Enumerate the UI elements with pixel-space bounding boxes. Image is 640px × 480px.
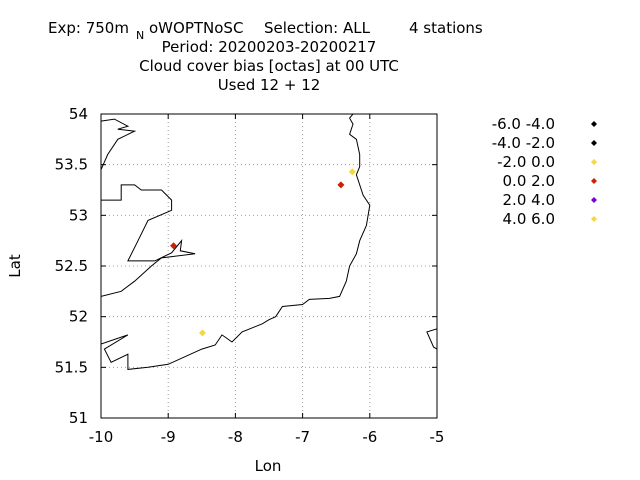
legend-marker bbox=[591, 197, 597, 203]
data-point bbox=[349, 168, 356, 175]
x-axis-label: Lon bbox=[255, 457, 282, 475]
title-variable: Cloud cover bias [octas] at 00 UTC bbox=[139, 57, 399, 75]
coastline-segment bbox=[101, 185, 195, 297]
y-tick-label: 52 bbox=[69, 308, 88, 326]
coastline-segment bbox=[101, 114, 370, 369]
y-tick-label: 51.5 bbox=[55, 358, 88, 376]
coastline bbox=[101, 114, 437, 369]
title-stations: 4 stations bbox=[409, 19, 483, 37]
y-tick-label: 53 bbox=[69, 206, 88, 224]
x-tick-label: -9 bbox=[161, 428, 176, 446]
legend: -6.0 -4.0-4.0 -2.0-2.0 0.00.0 2.02.0 4.0… bbox=[492, 115, 597, 228]
y-axis-label: Lat bbox=[6, 254, 24, 278]
x-tick-label: -5 bbox=[430, 428, 445, 446]
data-point bbox=[337, 181, 344, 188]
title-exp-subscript: N bbox=[136, 29, 144, 42]
legend-label: -6.0 -4.0 bbox=[492, 115, 555, 133]
x-tick-label: -8 bbox=[228, 428, 243, 446]
title-period: Period: 20200203-20200217 bbox=[162, 38, 377, 56]
legend-label: -2.0 0.0 bbox=[497, 153, 555, 171]
y-tick-label: 53.5 bbox=[55, 156, 88, 174]
legend-marker bbox=[591, 216, 597, 222]
legend-label: 4.0 6.0 bbox=[503, 210, 555, 228]
legend-label: 0.0 2.0 bbox=[503, 172, 555, 190]
chart-title: Exp: 750m N oWOPTNoSC Selection: ALL 4 s… bbox=[48, 19, 483, 94]
legend-label: -4.0 -2.0 bbox=[492, 134, 555, 152]
data-points bbox=[170, 168, 356, 336]
x-tick-label: -7 bbox=[295, 428, 310, 446]
y-tick-label: 54 bbox=[69, 105, 88, 123]
title-used: Used 12 + 12 bbox=[218, 76, 321, 94]
data-point bbox=[199, 329, 206, 336]
legend-label: 2.0 4.0 bbox=[503, 191, 555, 209]
title-exp-suffix: oWOPTNoSC bbox=[149, 19, 243, 37]
title-selection: Selection: ALL bbox=[264, 19, 371, 37]
x-tick-label: -6 bbox=[362, 428, 377, 446]
legend-marker bbox=[591, 159, 597, 165]
x-tick-label: -10 bbox=[89, 428, 114, 446]
y-tick-label: 52.5 bbox=[55, 257, 88, 275]
title-exp-prefix: Exp: 750m bbox=[48, 19, 129, 37]
legend-marker bbox=[591, 178, 597, 184]
legend-marker bbox=[591, 121, 597, 127]
y-tick-label: 51 bbox=[69, 409, 88, 427]
coastline-segment bbox=[427, 329, 437, 349]
axis-ticks: -10 -9 -8 -7 -6 -5 51 51.5 52 52.5 53 53.5 54 bbox=[55, 105, 445, 446]
coastline-segment bbox=[101, 119, 135, 170]
legend-marker bbox=[591, 140, 597, 146]
